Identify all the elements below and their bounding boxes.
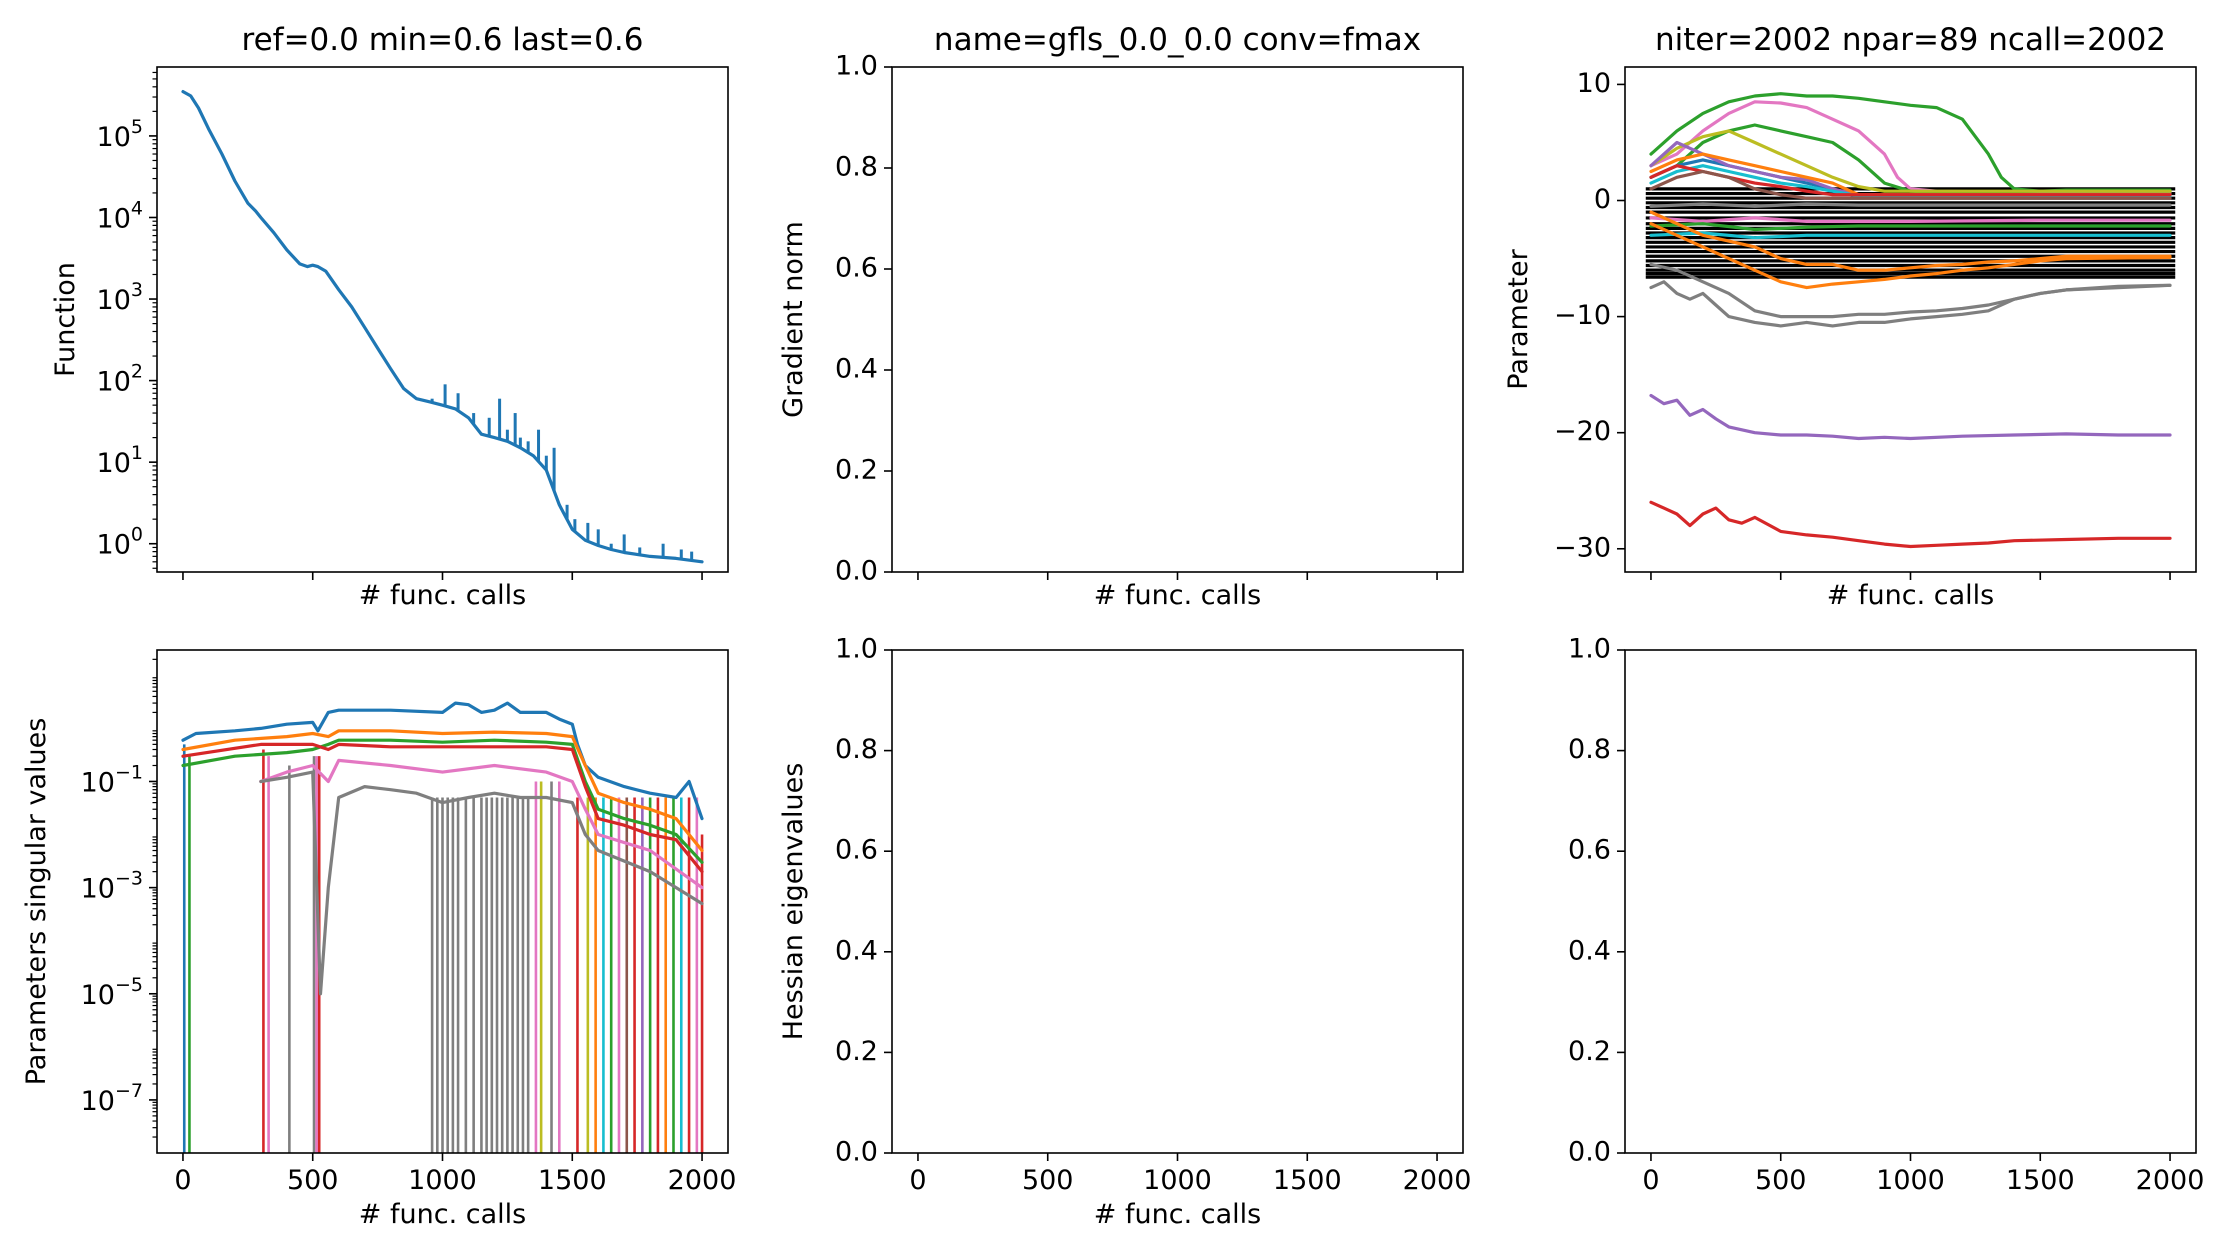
y-tick-label: 0.0 (1568, 1137, 1611, 1168)
x-tick-label: 2000 (2136, 1165, 2205, 1196)
x-tick-label: 0 (1642, 1165, 1659, 1196)
series-singular-3 (181, 742, 704, 874)
y-tick-label: 1.0 (835, 634, 878, 665)
x-tick-label: 2000 (1403, 1165, 1472, 1196)
y-tick-label: 104 (97, 197, 143, 234)
series-parameter-18 (1649, 393, 2172, 441)
chart-empty: 0 500 1000 1500 2000 0.0 0.2 0.4 0.6 0.8 1.0 (1568, 634, 2204, 1197)
series-parameter-14 (1649, 210, 2172, 272)
axes-frame-function (156, 66, 729, 573)
series-parameter-13 (1649, 231, 2172, 240)
series-parameter-3 (1649, 129, 2172, 193)
axes-frame-hessian (891, 649, 1464, 1154)
y-tick-label: 0 (1594, 184, 1611, 215)
x-axis-label: # func. calls (359, 1199, 526, 1230)
chart-function: 100 101 102 103 104 105 ref=0.0 min=0.6 last=0… (50, 22, 729, 611)
y-tick-label: 105 (97, 115, 143, 152)
series-singular-1 (181, 729, 704, 853)
y-tick-label: 0.6 (1568, 835, 1611, 866)
series-parameter-15 (1649, 222, 2172, 290)
y-tick-label: 0.0 (835, 1137, 878, 1168)
x-axis-label: # func. calls (1094, 580, 1261, 611)
series-function-0 (181, 89, 704, 564)
series-parameter-8 (1649, 164, 2172, 197)
x-axis-label: # func. calls (1827, 580, 1994, 611)
plot-area-singular (181, 701, 704, 1153)
y-axis-label: Function (50, 262, 81, 377)
chart-hessian: 0 500 1000 1500 2000 0.0 0.2 0.4 0.6 0.8 1.0 # func… (778, 634, 1471, 1231)
chart-title: ref=0.0 min=0.6 last=0.6 (242, 22, 644, 58)
x-tick-label: 0 (909, 1165, 926, 1196)
x-tick-label: 1000 (1143, 1165, 1212, 1196)
y-tick-label: 10−1 (81, 761, 143, 798)
x-tick-label: 1500 (2006, 1165, 2075, 1196)
x-tick-label: 500 (287, 1165, 339, 1196)
series-singular-5 (259, 770, 704, 996)
axes-frame-empty (1624, 649, 2197, 1154)
y-tick-label: 0.8 (835, 734, 878, 765)
y-tick-label: −20 (1554, 416, 1611, 447)
y-tick-label: 10−7 (81, 1079, 143, 1116)
chart-title: name=gfls_0.0_0.0 conv=fmax (934, 22, 1421, 58)
y-tick-label: −30 (1554, 532, 1611, 563)
y-tick-label: 1.0 (1568, 634, 1611, 665)
y-tick-label: 0.6 (835, 835, 878, 866)
y-tick-label: 10−5 (81, 973, 143, 1010)
y-tick-label: 0.4 (1568, 935, 1611, 966)
x-axis-label: # func. calls (1094, 1199, 1261, 1230)
series-singular-0 (181, 701, 704, 821)
y-tick-label: 0.8 (1568, 734, 1611, 765)
y-tick-label: 1.0 (835, 51, 878, 82)
chart-title: niter=2002 npar=89 ncall=2002 (1655, 22, 2166, 58)
x-tick-label: 0 (174, 1165, 191, 1196)
y-axis-label: Gradient norm (778, 221, 809, 418)
y-tick-label: 102 (97, 360, 143, 397)
x-tick-label: 1000 (1876, 1165, 1945, 1196)
y-axis-label: Hessian eigenvalues (778, 763, 809, 1041)
series-parameter-19 (1649, 500, 2172, 549)
y-tick-label: 0.4 (835, 354, 878, 385)
series-parameter-11 (1649, 216, 2172, 223)
series-singular-4 (259, 758, 704, 890)
y-tick-label: −10 (1554, 300, 1611, 331)
y-tick-label: 0.2 (1568, 1036, 1611, 1067)
x-tick-label: 500 (1022, 1165, 1074, 1196)
x-tick-label: 1500 (538, 1165, 607, 1196)
series-parameter-10 (1649, 202, 2172, 208)
chart-gradient: 0.0 0.2 0.4 0.6 0.8 1.0 name=gfls_0.0_0.0 conv… (778, 22, 1464, 611)
plot-area-parameter (1645, 92, 2176, 549)
x-tick-label: 1000 (408, 1165, 477, 1196)
y-tick-label: 0.2 (835, 1036, 878, 1067)
y-tick-label: 0.6 (835, 253, 878, 284)
x-tick-label: 500 (1755, 1165, 1807, 1196)
y-tick-label: 0.2 (835, 455, 878, 486)
chart-singular: 0 500 1000 1500 2000 10−7 10−5 10−3 10−1 # func. … (21, 649, 737, 1230)
axes-frame-gradient (891, 66, 1464, 573)
chart-parameter: −30 −20 −10 0 10 niter=2002 npar=89 ncall=200… (1503, 22, 2197, 611)
plot-area-function (181, 89, 704, 564)
y-axis-label: Parameters singular values (21, 718, 52, 1086)
series-parameter-6 (1649, 152, 2172, 197)
series-parameter-5 (1649, 140, 2172, 197)
x-axis-label: # func. calls (359, 580, 526, 611)
y-axis-label: Parameter (1503, 248, 1534, 389)
y-tick-label: 10 (1577, 68, 1611, 99)
series-singular-2 (181, 738, 704, 864)
y-tick-label: 10−3 (81, 867, 143, 904)
y-tick-label: 0.0 (835, 556, 878, 587)
y-tick-label: 100 (97, 523, 143, 560)
x-tick-label: 2000 (668, 1165, 737, 1196)
y-tick-label: 0.4 (835, 935, 878, 966)
y-tick-label: 101 (97, 442, 143, 479)
series-parameter-9 (1649, 169, 2172, 200)
series-parameter-12 (1649, 222, 2172, 232)
series-parameter-17 (1649, 262, 2172, 319)
x-tick-label: 1500 (1273, 1165, 1342, 1196)
y-tick-label: 103 (97, 279, 143, 316)
y-tick-label: 0.8 (835, 152, 878, 183)
